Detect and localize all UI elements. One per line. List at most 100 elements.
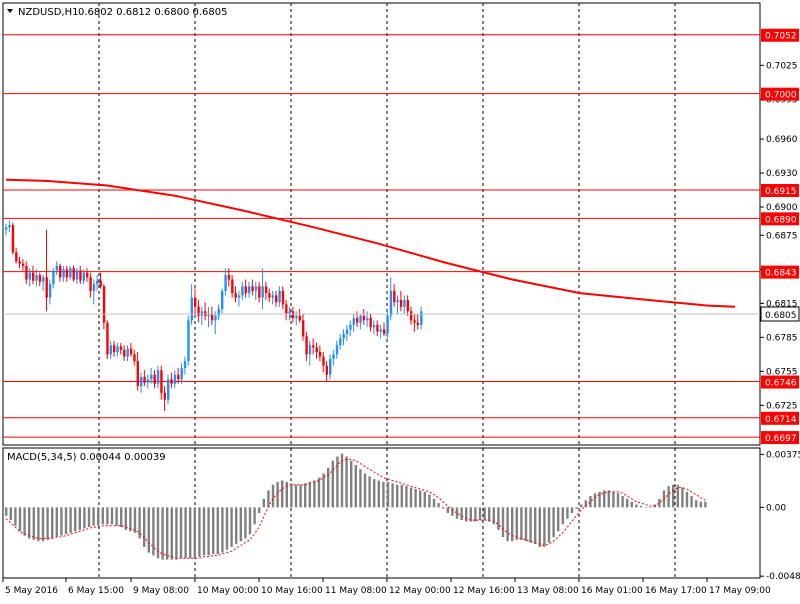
macd-tick-label: -0.00487 <box>766 572 800 582</box>
candle-body <box>329 358 332 375</box>
candle-body <box>146 379 150 383</box>
candle-body <box>376 324 379 332</box>
macd-bar <box>230 507 233 547</box>
candle-body <box>362 315 366 321</box>
macd-bar <box>55 507 58 538</box>
macd-bar <box>451 507 454 516</box>
level-label: 0.6915 <box>765 187 797 197</box>
macd-bar <box>455 507 459 519</box>
macd-bar <box>152 507 155 556</box>
candle-body <box>167 379 170 400</box>
macd-bar <box>248 507 252 535</box>
candle-body <box>248 286 251 294</box>
symbol-title: NZDUSD,H1 <box>18 7 78 18</box>
macd-bar <box>644 507 647 508</box>
candle-body <box>389 290 393 316</box>
candle-body <box>264 286 268 294</box>
candle-body <box>123 349 126 357</box>
macd-bar <box>704 501 707 508</box>
candle-body <box>224 275 227 291</box>
dropdown-triangle-icon[interactable] <box>7 9 13 13</box>
candle-body <box>345 329 349 334</box>
candle-body <box>194 297 197 307</box>
candle-body <box>258 286 261 298</box>
time-tick-label: 10 May 00:00 <box>197 586 259 596</box>
macd-bar <box>529 507 532 543</box>
macd-bar <box>672 484 675 508</box>
macd-bar <box>695 500 698 508</box>
macd-bar <box>262 498 265 508</box>
time-axis: 5 May 2016 6 May 15:00 9 May 08:00 10 May 0… <box>2 578 771 596</box>
macd-bar <box>649 507 652 508</box>
macd-bar <box>14 507 17 526</box>
candle-body <box>153 374 156 384</box>
level-label: 0.6746 <box>765 379 797 389</box>
price-axis: 0.70250.69950.69600.69300.69000.68750.68… <box>760 28 799 445</box>
candle-body <box>210 313 214 321</box>
candle-body <box>268 293 271 298</box>
candle-body <box>318 352 322 357</box>
price-panel[interactable] <box>2 2 761 446</box>
macd-bar <box>138 507 141 539</box>
candle-body <box>86 272 89 278</box>
macd-bar <box>363 473 367 508</box>
macd-bar <box>432 498 436 508</box>
macd-bar <box>354 464 357 508</box>
macd-bar <box>120 507 123 528</box>
macd-bar <box>64 507 68 535</box>
candle-body <box>170 379 173 384</box>
candle-body <box>133 354 136 362</box>
candle-body <box>214 315 217 321</box>
candle-body <box>96 280 99 285</box>
price-panel-vertical-grid <box>98 3 676 445</box>
candles <box>5 220 423 411</box>
candle-body <box>207 313 210 316</box>
macd-bar <box>322 473 325 508</box>
candle-body <box>231 279 234 294</box>
macd-bar <box>37 507 40 542</box>
candle-body <box>352 318 356 325</box>
level-label: 0.7000 <box>765 91 797 101</box>
price-tick-label: 0.6930 <box>766 169 798 179</box>
macd-bar <box>28 507 31 539</box>
level-label-box <box>761 431 799 445</box>
macd-bar <box>469 507 472 522</box>
macd-bar <box>83 507 86 529</box>
candle-body <box>281 290 285 305</box>
macd-bar <box>538 507 541 547</box>
macd-bar <box>488 507 491 522</box>
candle-body <box>42 277 45 282</box>
candle-body <box>322 356 325 366</box>
macd-bar <box>170 507 173 560</box>
candle-body <box>89 277 92 291</box>
candle-body <box>197 306 200 316</box>
candle-body <box>399 299 403 307</box>
macd-panel[interactable] <box>2 447 761 579</box>
macd-bar <box>115 507 118 526</box>
price-tick-label: 0.6960 <box>766 135 798 145</box>
time-tick-label: 16 May 17:00 <box>645 586 707 596</box>
macd-bar <box>179 507 183 559</box>
macd-bar <box>340 453 344 508</box>
candle-body <box>55 265 59 271</box>
macd-bar <box>377 480 380 508</box>
macd-bar <box>350 460 353 508</box>
macd-bar <box>267 490 270 508</box>
candle-body <box>79 270 82 281</box>
candle-body <box>190 297 194 321</box>
candle-body <box>11 225 15 253</box>
moving-average <box>5 178 736 308</box>
candle-body <box>35 275 38 281</box>
candle-body <box>82 272 86 281</box>
macd-bar <box>239 507 242 542</box>
price-tick-label: 0.7025 <box>766 61 798 71</box>
macd-tick-label: 0.00375 <box>766 450 800 460</box>
macd-bar <box>313 480 316 508</box>
macd-bar <box>391 483 394 508</box>
time-tick-label: 13 May 08:00 <box>517 586 579 596</box>
macd-bar <box>557 507 560 532</box>
level-label-box <box>761 87 799 101</box>
candle-body <box>180 367 183 380</box>
candle-body <box>113 345 116 353</box>
